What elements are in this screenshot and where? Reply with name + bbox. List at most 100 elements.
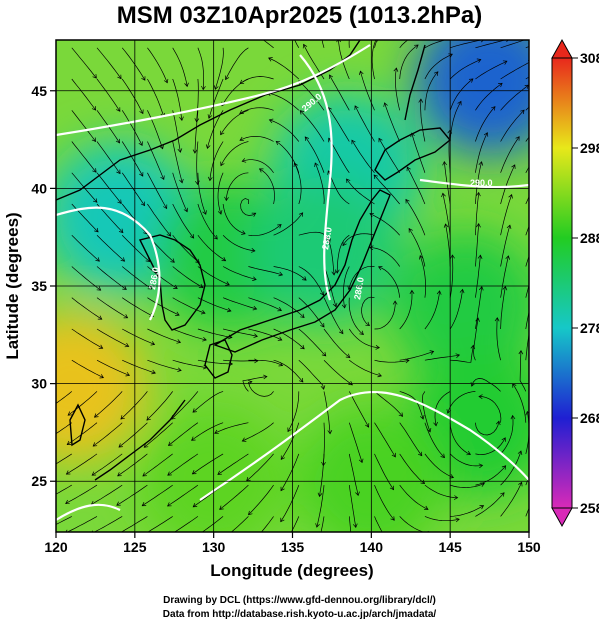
streamline <box>323 234 335 275</box>
streamline <box>371 40 377 80</box>
streamline-arrow <box>179 178 184 184</box>
streamline-arrow <box>201 85 206 91</box>
streamline-arrow <box>167 502 172 507</box>
streamline-arrow <box>378 137 383 143</box>
streamline-arrow <box>298 377 304 383</box>
streamline <box>223 359 258 362</box>
streamline <box>273 328 305 350</box>
streamline-arrow <box>541 168 545 172</box>
contour-line <box>299 54 333 301</box>
streamline-arrow <box>118 228 124 234</box>
streamline-arrow <box>483 132 489 137</box>
streamline <box>512 383 527 423</box>
streamline <box>298 359 325 390</box>
streamline <box>222 297 257 310</box>
streamline-arrow <box>146 416 151 421</box>
streamline <box>147 266 178 289</box>
streamline-arrow <box>517 450 523 455</box>
streamline-arrow <box>501 437 506 442</box>
sakhalin <box>404 44 426 121</box>
streamline <box>338 40 350 80</box>
streamline <box>142 484 173 506</box>
taiwan <box>69 403 86 447</box>
streamline <box>348 297 364 335</box>
streamline <box>473 318 479 361</box>
streamline-arrow <box>179 116 184 121</box>
streamline-arrow <box>537 227 541 231</box>
streamline-arrow <box>115 138 120 144</box>
streamline-arrow <box>418 255 424 260</box>
streamline <box>147 172 168 209</box>
streamline <box>121 47 146 81</box>
streamline <box>71 297 102 320</box>
streamline-arrow <box>391 452 396 458</box>
colorbar-bottom-arrow <box>551 507 573 528</box>
streamline-arrow <box>67 411 73 416</box>
streamline-arrow <box>423 505 429 511</box>
streamline <box>384 102 401 142</box>
streamline-arrow <box>390 516 395 521</box>
streamline <box>500 40 526 49</box>
streamline-arrow <box>392 546 396 550</box>
streamline <box>197 234 226 261</box>
streamline <box>348 265 375 290</box>
streamline <box>121 266 152 290</box>
streamline <box>399 391 424 420</box>
streamline-arrow <box>535 257 539 261</box>
streamline-arrow <box>389 485 394 491</box>
streamline <box>349 359 382 377</box>
streamline <box>96 78 121 112</box>
streamline <box>66 516 98 532</box>
streamline <box>172 359 207 368</box>
streamline <box>197 297 232 312</box>
streamline <box>475 106 496 142</box>
streamline-arrow <box>455 40 456 41</box>
streamline-arrow <box>365 321 370 327</box>
streamline <box>314 162 325 205</box>
streamline-arrow <box>293 162 298 168</box>
streamline-arrow <box>510 414 516 420</box>
streamline-arrow <box>455 353 461 358</box>
streamline <box>478 396 502 423</box>
streamline <box>442 193 451 236</box>
streamline <box>242 159 274 174</box>
streamline <box>239 76 274 84</box>
streamline <box>262 40 274 49</box>
streamline-arrow <box>480 40 484 43</box>
streamline-arrow <box>535 476 539 480</box>
streamline <box>450 345 474 363</box>
streamline <box>369 247 400 267</box>
streamline <box>500 482 523 517</box>
streamline-arrow <box>375 345 380 350</box>
streamline-arrow <box>433 421 438 427</box>
streamline <box>424 484 458 499</box>
streamline-arrow <box>323 7 327 11</box>
streamline-arrow <box>395 20 399 24</box>
streamline <box>525 283 529 298</box>
streamline-arrow <box>314 162 319 167</box>
streamline-arrow <box>341 304 347 309</box>
streamline-arrow <box>278 362 284 367</box>
contour-line <box>419 178 529 189</box>
streamline-arrow <box>91 106 97 111</box>
streamline <box>422 391 431 433</box>
streamline <box>525 310 529 330</box>
contour-line <box>199 390 529 501</box>
streamline <box>424 40 447 49</box>
streamline <box>220 141 249 166</box>
streamline-arrow <box>351 556 355 560</box>
streamline <box>197 47 204 90</box>
streamline <box>122 359 156 374</box>
streamline <box>475 60 508 80</box>
streamline-arrow <box>280 517 285 523</box>
streamline <box>406 166 426 205</box>
streamline <box>220 109 249 135</box>
streamline <box>172 266 204 288</box>
streamline-arrow <box>433 71 439 76</box>
streamline <box>496 317 501 361</box>
streamline <box>475 192 480 236</box>
streamline-arrow <box>417 451 423 457</box>
streamline <box>172 234 200 263</box>
streamline-arrow <box>280 455 285 460</box>
streamline-arrow <box>202 364 208 370</box>
